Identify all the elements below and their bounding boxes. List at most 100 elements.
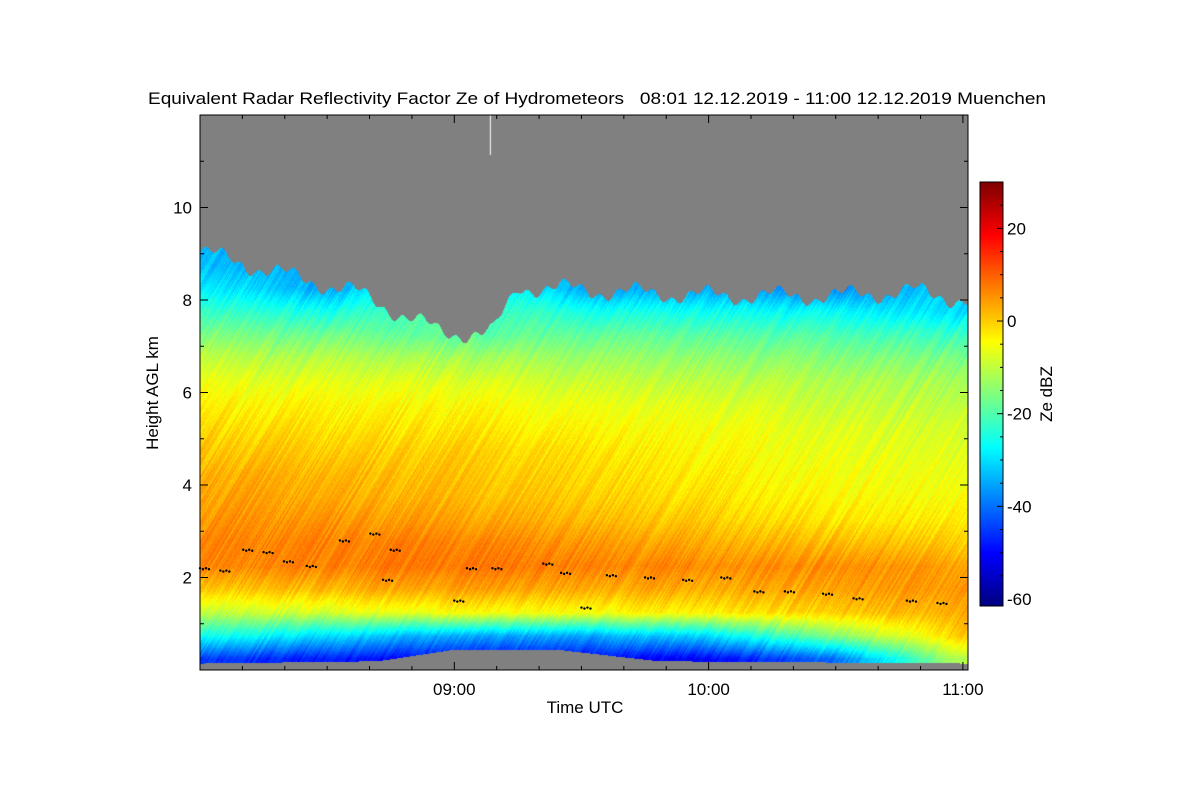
melting-layer-point [347, 540, 351, 543]
melting-layer-point [201, 568, 205, 571]
melting-layer-point [344, 539, 348, 542]
melting-layer-point [783, 590, 787, 593]
melting-layer-point [494, 568, 497, 571]
melting-layer-point [242, 548, 245, 551]
melting-layer-point [468, 568, 472, 571]
melting-layer-point [225, 569, 228, 572]
melting-layer-point [786, 591, 790, 594]
y-tick-label: 8 [183, 291, 192, 310]
melting-layer-point [369, 532, 372, 535]
melting-layer-point [459, 599, 462, 602]
melting-layer-point [908, 600, 912, 603]
melting-layer-point [821, 592, 825, 595]
colorbar-tick-label: 20 [1007, 219, 1026, 238]
melting-layer-point [248, 548, 251, 551]
melting-layer-point [858, 597, 861, 600]
melting-layer-point [729, 577, 732, 580]
melting-layer-point [759, 590, 762, 593]
melting-layer-point [684, 579, 688, 583]
melting-layer-point [305, 564, 309, 568]
y-axis-label: Height AGL km [143, 336, 162, 450]
y-tick-label: 6 [183, 384, 192, 403]
melting-layer-point [723, 577, 726, 580]
melting-layer-point [611, 573, 615, 577]
melting-layer-point [605, 573, 609, 577]
melting-layer-point [589, 607, 592, 610]
chart-title: Equivalent Radar Reflectivity Factor Ze … [148, 89, 1046, 108]
melting-layer-point [392, 549, 395, 552]
y-tick-label: 2 [183, 569, 192, 588]
melting-layer-point [311, 564, 315, 568]
plot-frame [199, 114, 969, 671]
melting-layer-point [762, 591, 765, 594]
melting-layer-point [726, 576, 729, 579]
colorbar-label: Ze dBZ [1037, 366, 1056, 422]
colorbar-tick-label: -60 [1007, 590, 1032, 609]
melting-layer-point [474, 568, 478, 571]
melting-layer-point [453, 599, 456, 602]
melting-layer-point [341, 540, 345, 543]
melting-layer-point [390, 579, 394, 583]
melting-layer-point [314, 565, 318, 569]
melting-layer-point [375, 532, 378, 535]
melting-layer-point [649, 576, 653, 579]
melting-layer-point [542, 562, 545, 565]
melting-layer-point [265, 551, 268, 555]
melting-layer-point [282, 560, 286, 563]
melting-layer-point [204, 567, 208, 570]
colorbar-axis: 20 0 -20 -40 -60 [997, 181, 1032, 609]
x-tick-label: 10:00 [687, 680, 730, 699]
melting-layer-point [942, 601, 945, 605]
melting-layer-point [381, 578, 385, 582]
melting-layer-points [198, 532, 948, 610]
colorbar-frame [979, 181, 1004, 607]
melting-layer-point [545, 563, 548, 566]
x-tick-label: 11:00 [942, 680, 983, 699]
melting-layer-point [395, 548, 398, 551]
melting-layer-point [905, 599, 909, 602]
melting-layer-point [861, 598, 864, 601]
melting-layer-point [756, 591, 759, 594]
melting-layer-point [652, 577, 656, 580]
melting-layer-point [789, 590, 793, 593]
melting-layer-point [387, 578, 391, 582]
melting-layer-point [687, 578, 691, 582]
melting-layer-point [824, 593, 828, 596]
melting-layer-point [384, 579, 388, 583]
melting-layer-point [827, 592, 831, 595]
melting-layer-point [338, 539, 342, 542]
x-axis-label: Time UTC [547, 698, 624, 717]
melting-layer-point [219, 569, 222, 572]
melting-layer-point [551, 563, 554, 566]
melting-layer-point [291, 561, 295, 564]
melting-layer-point [568, 572, 572, 576]
melting-layer-point [936, 601, 939, 605]
colorbar-tick-label: -20 [1007, 405, 1032, 424]
melting-layer-point [720, 576, 723, 579]
melting-layer-point [911, 599, 915, 602]
melting-layer-point [271, 551, 274, 555]
melting-layer-point [690, 579, 694, 583]
x-axis: 09:00 10:00 11:00 [241, 115, 984, 699]
melting-layer-point [228, 570, 231, 573]
colorbar-gradient [980, 182, 1003, 606]
melting-layer-point [792, 591, 796, 594]
x-tick-label: 09:00 [433, 680, 476, 699]
melting-layer-point [262, 550, 265, 554]
melting-layer-point [586, 606, 589, 609]
melting-layer-point [753, 590, 756, 593]
colorbar-tick-label: -40 [1007, 497, 1032, 516]
melting-layer-point [914, 600, 918, 603]
melting-layer-point [500, 568, 503, 571]
melting-layer-point [285, 561, 289, 564]
melting-layer-point [559, 571, 563, 575]
melting-layer-point [471, 567, 475, 570]
melting-layer-point [945, 602, 948, 606]
melting-layer-point [939, 602, 942, 606]
melting-layer-point [268, 550, 271, 554]
melting-layer-point [497, 567, 500, 570]
melting-layer-point [852, 597, 855, 600]
melting-layer-point [222, 570, 225, 573]
melting-layer-point [462, 600, 465, 603]
